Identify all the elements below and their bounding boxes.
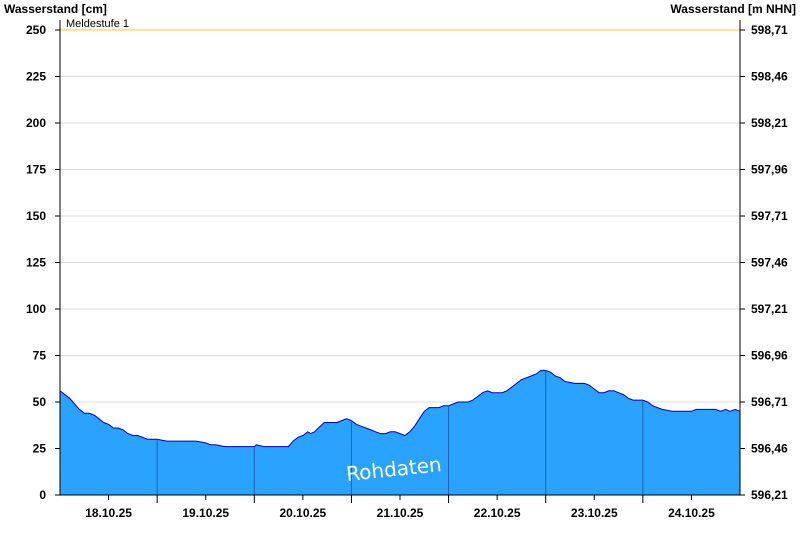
right-tick-label: 598,71	[751, 23, 788, 37]
right-tick-label: 596,46	[751, 442, 788, 456]
left-tick-label: 200	[26, 116, 46, 130]
right-tick-label: 597,71	[751, 209, 788, 223]
right-tick-label: 596,21	[751, 488, 788, 502]
left-axis-ticks: 0 25 50 75 100 125 150 175 200 225 250	[26, 23, 60, 502]
left-tick-label: 125	[26, 256, 46, 270]
left-tick-label: 75	[33, 349, 47, 363]
left-tick-label: 0	[39, 488, 46, 502]
x-axis-ticks: 18.10.25 19.10.25 20.10.25 21.10.25 22.10.25…	[85, 495, 715, 520]
right-tick-label: 596,71	[751, 395, 788, 409]
x-tick-label: 22.10.25	[474, 506, 521, 520]
left-tick-label: 100	[26, 302, 46, 316]
right-tick-label: 598,46	[751, 70, 788, 84]
grid-lines	[60, 76, 740, 449]
threshold-label: Meldestufe 1	[66, 18, 129, 30]
day-separators	[156, 370, 644, 495]
right-axis-title: Wasserstand [m NHN]	[670, 2, 796, 16]
x-tick-label: 23.10.25	[571, 506, 618, 520]
x-tick-label: 19.10.25	[182, 506, 229, 520]
right-tick-label: 597,21	[751, 302, 788, 316]
right-axis-ticks: 596,21 596,46 596,71 596,96 597,21 597,46 597,…	[740, 23, 788, 502]
right-tick-label: 596,96	[751, 349, 788, 363]
left-tick-label: 25	[33, 442, 47, 456]
right-tick-label: 597,46	[751, 256, 788, 270]
right-tick-label: 598,21	[751, 116, 788, 130]
left-tick-label: 175	[26, 163, 46, 177]
water-level-area	[60, 370, 740, 495]
x-tick-label: 20.10.25	[279, 506, 326, 520]
left-tick-label: 50	[33, 395, 47, 409]
x-tick-label: 21.10.25	[377, 506, 424, 520]
left-axis-title: Wasserstand [cm]	[4, 2, 107, 16]
x-tick-label: 24.10.25	[668, 506, 715, 520]
x-tick-label: 18.10.25	[85, 506, 132, 520]
left-tick-label: 150	[26, 209, 46, 223]
right-tick-label: 597,96	[751, 163, 788, 177]
left-tick-label: 250	[26, 23, 46, 37]
left-tick-label: 225	[26, 70, 46, 84]
